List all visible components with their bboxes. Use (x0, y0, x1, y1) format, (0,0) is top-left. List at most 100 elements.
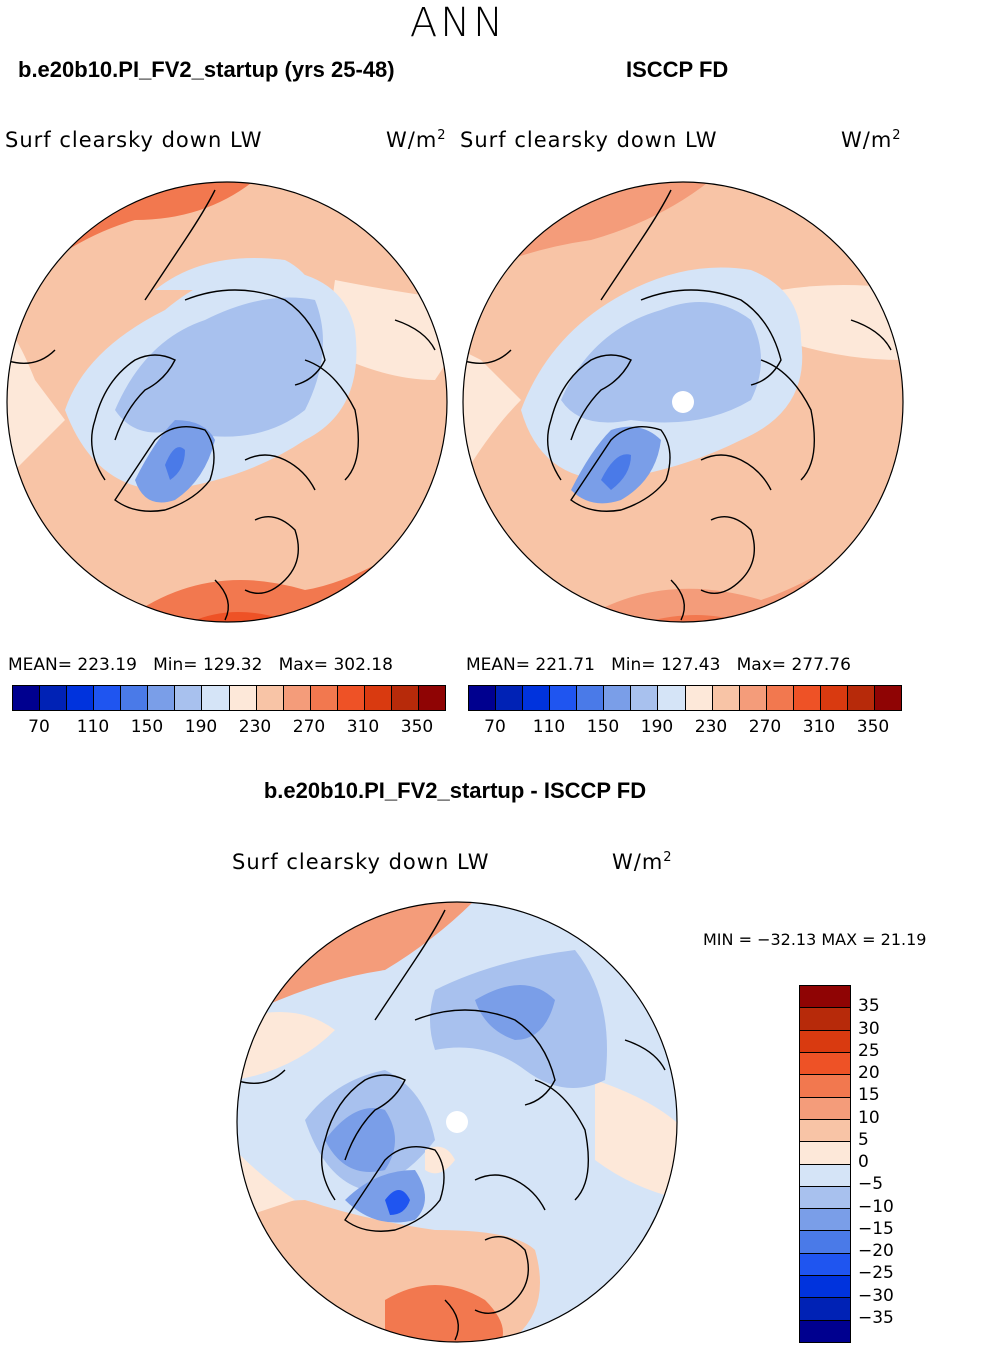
diff-title: b.e20b10.PI_FV2_startup - ISCCP FD (263, 778, 647, 803)
diff-colorbar-tick-label: −25 (858, 1263, 894, 1284)
page-title: ANN (409, 0, 507, 46)
diff-colorbar-swatch (800, 1253, 850, 1277)
panel-2-colorbar-tick-label: 150 (586, 717, 620, 737)
panel-1-variable: Surf clearsky down LW (5, 128, 263, 152)
diff-colorbar-swatch (800, 1119, 850, 1143)
panel-1-colorbar-swatch (364, 686, 392, 710)
panel-1-colorbar-swatch (310, 686, 338, 710)
diff-colorbar-tick-label: 0 (858, 1152, 869, 1172)
panel-2-colorbar (468, 685, 902, 711)
panel-1-colorbar-swatch (148, 686, 176, 710)
diff-minmax: MIN = −32.13 MAX = 21.19 (703, 930, 927, 949)
panel-1-colorbar-swatch (13, 686, 41, 710)
panel-2-colorbar-swatch (820, 686, 848, 710)
diff-colorbar-swatch (800, 1186, 850, 1210)
panel-2-colorbar-swatch (766, 686, 794, 710)
diff-map (236, 901, 678, 1343)
panel-2-colorbar-swatch (496, 686, 524, 710)
panel-2-variable: Surf clearsky down LW (460, 128, 718, 152)
panel-1-colorbar-swatch (121, 686, 149, 710)
panel-2-colorbar-tick-label: 230 (694, 717, 728, 737)
panel-2-colorbar-swatch (604, 686, 632, 710)
diff-colorbar-tick-label: 20 (858, 1063, 880, 1083)
diff-colorbar-tick-label: −30 (858, 1285, 894, 1306)
panel-1-colorbar-swatch (418, 686, 445, 710)
panel-1-colorbar-swatch (175, 686, 203, 710)
diff-colorbar-tick-label: −35 (858, 1307, 894, 1328)
diff-colorbar-tick-label: 10 (858, 1107, 880, 1128)
panel-2-title: ISCCP FD (626, 57, 729, 82)
panel-1-colorbar-swatch (337, 686, 365, 710)
panel-2-colorbar-ticks: 70 110 150 190 230 270 310 350 (468, 717, 900, 737)
panel-1-colorbar-swatch (67, 686, 95, 710)
panel-1-colorbar-swatch (256, 686, 284, 710)
diff-colorbar (799, 985, 851, 1343)
diff-colorbar-tick-label: 25 (858, 1040, 880, 1061)
diff-colorbar-tick-label: −10 (858, 1196, 894, 1217)
panel-1-colorbar-swatch (391, 686, 419, 710)
panel-1-colorbar-swatch (229, 686, 257, 710)
panel-1-colorbar-swatch (202, 686, 230, 710)
diff-variable: Surf clearsky down LW (232, 850, 490, 874)
diff-colorbar-swatch (800, 1075, 850, 1098)
panel-1-colorbar-swatch (40, 686, 68, 710)
panel-2-colorbar-swatch (577, 686, 605, 710)
diff-colorbar-swatch (800, 1276, 850, 1299)
diff-colorbar-swatch (800, 1097, 850, 1120)
diff-colorbar-swatch (800, 1052, 850, 1076)
diff-colorbar-tick-label: 15 (858, 1085, 880, 1106)
panel-2-colorbar-swatch (523, 686, 551, 710)
panel-1-colorbar-tick-label: 350 (400, 717, 434, 737)
panel-2-colorbar-swatch (793, 686, 821, 710)
diff-colorbar-tick-label: 35 (858, 996, 880, 1017)
panel-2-colorbar-swatch (712, 686, 740, 710)
panel-2-colorbar-swatch (469, 686, 497, 710)
panel-2-colorbar-tick-label: 70 (484, 717, 506, 737)
diff-colorbar-swatch (800, 1030, 850, 1053)
panel-1-units: W/m2 (386, 128, 447, 152)
panel-2-colorbar-swatch (631, 686, 659, 710)
diff-units: W/m2 (612, 850, 673, 874)
panel-2-colorbar-swatch (739, 686, 767, 710)
panel-2-colorbar-swatch (685, 686, 713, 710)
panel-1-map (6, 181, 448, 623)
diff-colorbar-swatch (800, 1008, 850, 1031)
panel-2-colorbar-swatch (874, 686, 901, 710)
panel-1-colorbar-tick-label: 150 (130, 717, 164, 737)
panel-1-colorbar-ticks: 70 110 150 190 230 270 310 350 (12, 717, 444, 737)
diff-colorbar-swatch (800, 1231, 850, 1254)
diff-colorbar-tick-label: −20 (858, 1241, 894, 1261)
panel-1-colorbar-tick-label: 310 (346, 717, 380, 737)
panel-2-colorbar-swatch (658, 686, 686, 710)
panel-2-colorbar-tick-label: 350 (856, 717, 890, 737)
panel-2-colorbar-swatch (847, 686, 875, 710)
panel-1-colorbar-tick-label: 190 (184, 717, 218, 737)
panel-1-colorbar-tick-label: 110 (76, 717, 110, 737)
diff-colorbar-swatch (800, 1164, 850, 1187)
panel-1-colorbar-tick-label: 230 (238, 717, 272, 737)
panel-1-colorbar-tick-label: 70 (28, 717, 50, 737)
panel-1-colorbar-swatch (94, 686, 122, 710)
diff-colorbar-tick-label: 30 (858, 1018, 880, 1039)
diff-colorbar-swatch (800, 1320, 850, 1342)
diff-colorbar-swatch (800, 1298, 850, 1321)
diff-colorbar-tick-label: −15 (858, 1218, 894, 1239)
diff-colorbar-tick-label: −5 (858, 1174, 884, 1195)
panel-2-colorbar-swatch (550, 686, 578, 710)
panel-2-colorbar-tick-label: 110 (532, 717, 566, 737)
diff-colorbar-swatch (800, 1209, 850, 1232)
panel-1-colorbar-tick-label: 270 (292, 717, 326, 737)
panel-2-colorbar-tick-label: 190 (640, 717, 674, 737)
diff-colorbar-tick-label: 5 (858, 1129, 869, 1150)
panel-2-stats: MEAN= 221.71 Min= 127.43 Max= 277.76 (466, 655, 851, 675)
diff-colorbar-swatch (800, 986, 850, 1009)
panel-2-colorbar-tick-label: 310 (802, 717, 836, 737)
panel-2-units: W/m2 (841, 128, 902, 152)
diff-colorbar-ticks: 35 30 25 20 15 10 5 0 −5 −10 −15 −20 −25 −30 −35 (858, 985, 918, 1341)
panel-1-stats: MEAN= 223.19 Min= 129.32 Max= 302.18 (8, 655, 393, 675)
panel-2-map (462, 181, 904, 623)
panel-2-colorbar-tick-label: 270 (748, 717, 782, 737)
panel-1-colorbar-swatch (283, 686, 311, 710)
panel-1-title: b.e20b10.PI_FV2_startup (yrs 25-48) (18, 57, 395, 82)
panel-1-colorbar (12, 685, 446, 711)
